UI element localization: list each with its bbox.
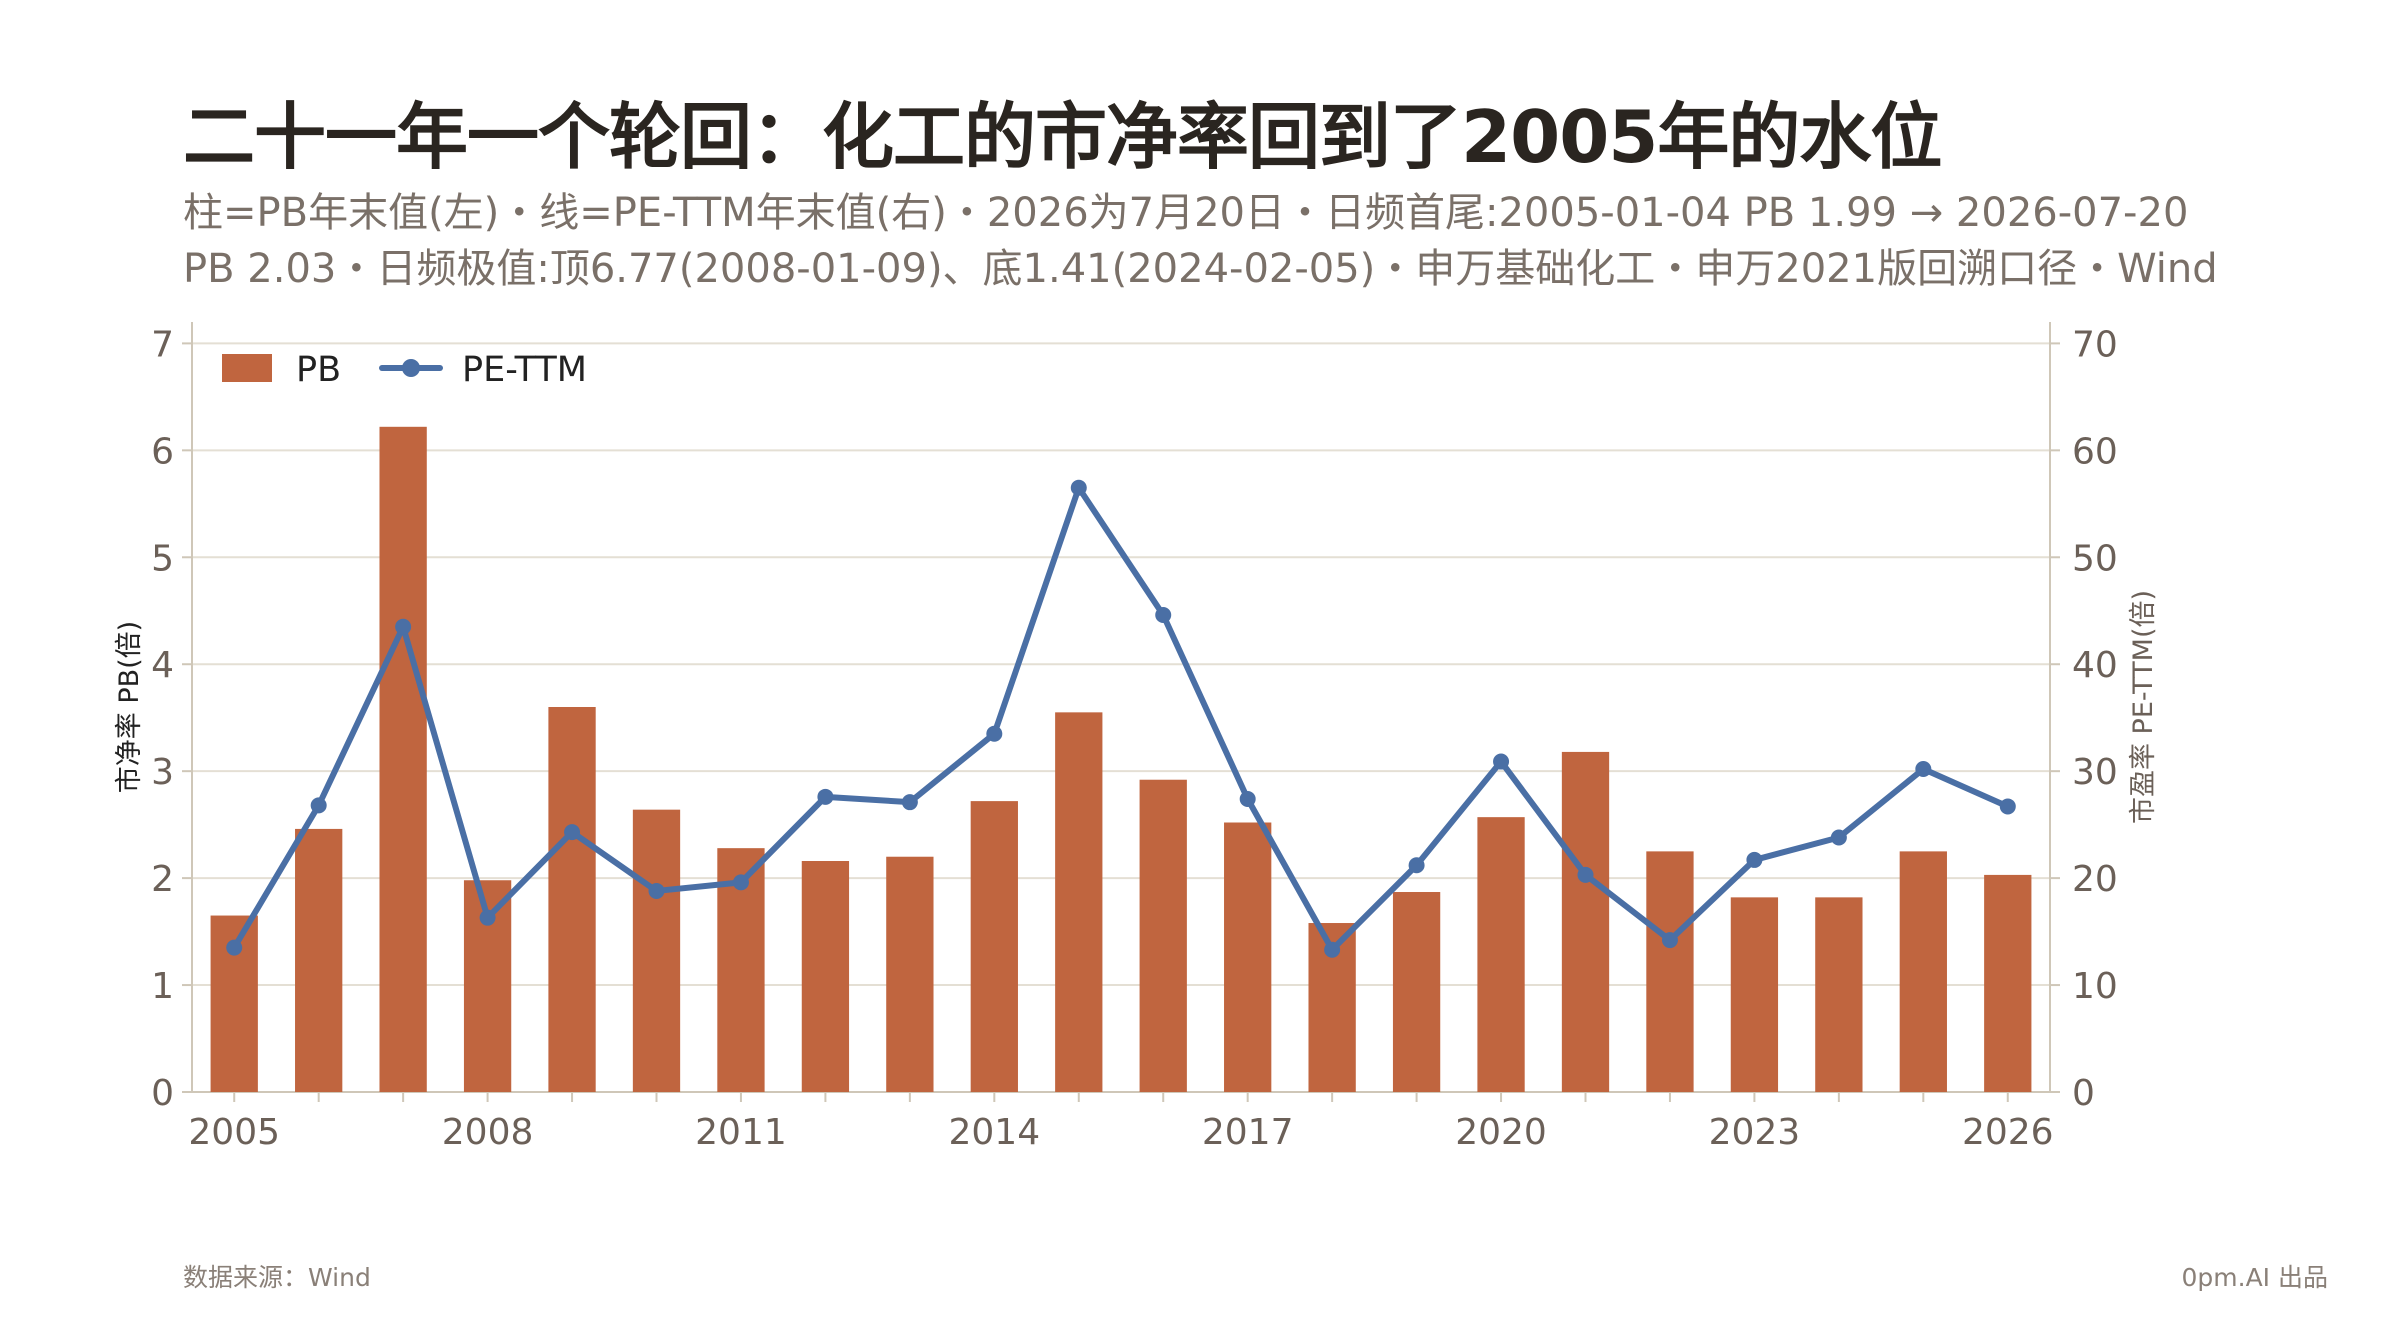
left-tick-label-4: 4 (151, 645, 174, 686)
right-tick-label-50: 50 (2072, 538, 2118, 579)
x-tick-label-2014: 2014 (949, 1112, 1041, 1153)
bar-pb-2020 (1477, 817, 1525, 1092)
bar-pb-2024 (1815, 897, 1863, 1092)
point-pe-ttm-2017 (1239, 790, 1256, 807)
point-pe-ttm-2021 (1577, 866, 1594, 883)
point-pe-ttm-2010 (648, 882, 665, 899)
x-tick-label-2026: 2026 (1962, 1112, 2054, 1153)
point-pe-ttm-2015 (1070, 479, 1087, 496)
point-pe-ttm-2012 (817, 788, 834, 805)
bar-pb-2025 (1899, 851, 1947, 1092)
bar-pb-2026 (1984, 874, 2032, 1092)
legend-label-pb: PB (296, 350, 341, 390)
point-pe-ttm-2023 (1746, 851, 1763, 868)
legend-label-pe-ttm: PE-TTM (462, 350, 587, 390)
bar-pb-2015 (1055, 712, 1103, 1092)
point-pe-ttm-2007 (395, 618, 412, 635)
bar-pb-2019 (1392, 892, 1441, 1092)
point-pe-ttm-2019 (1408, 857, 1425, 874)
bar-pb-2006 (295, 828, 343, 1092)
left-axis-title: 市净率 PB(倍) (114, 621, 145, 793)
right-tick-label-30: 30 (2072, 752, 2118, 793)
right-tick-label-10: 10 (2072, 966, 2118, 1007)
bar-pb-2009 (548, 707, 596, 1092)
point-pe-ttm-2009 (564, 824, 581, 841)
bar-pb-2021 (1561, 751, 1610, 1092)
bar-pb-2023 (1730, 897, 1779, 1092)
bar-pb-2012 (801, 861, 850, 1092)
bar-pb-2007 (379, 426, 427, 1092)
point-pe-ttm-2025 (1915, 761, 1932, 778)
bar-pb-2014 (970, 801, 1018, 1092)
bar-pb-2010 (632, 809, 681, 1092)
point-pe-ttm-2018 (1324, 941, 1341, 958)
line-pe-ttm (231, 484, 2011, 953)
legend-swatch-marker-pe-ttm (402, 359, 420, 377)
left-tick-label-3: 3 (151, 752, 174, 793)
left-tick-label-5: 5 (151, 538, 174, 579)
left-tick-label-1: 1 (151, 966, 174, 1007)
left-tick-label-6: 6 (151, 431, 174, 472)
left-tick-label-2: 2 (151, 859, 174, 900)
point-pe-ttm-2020 (1493, 753, 1510, 770)
left-tick-label-7: 7 (151, 324, 174, 365)
x-tick-label-2023: 2023 (1709, 1112, 1801, 1153)
right-tick-label-70: 70 (2072, 324, 2118, 365)
point-pe-ttm-2026 (1999, 798, 2016, 815)
point-pe-ttm-2005 (226, 939, 243, 956)
x-tick-label-2017: 2017 (1202, 1112, 1294, 1153)
bar-pb-2017 (1224, 822, 1272, 1092)
x-tick-label-2008: 2008 (442, 1112, 534, 1153)
brand-credit: 0pm.AI 出品 (2181, 1263, 2329, 1292)
right-tick-label-20: 20 (2072, 859, 2118, 900)
point-pe-ttm-2022 (1661, 932, 1678, 949)
point-pe-ttm-2006 (310, 797, 327, 814)
bar-pb-2016 (1139, 779, 1187, 1092)
point-pe-ttm-2011 (732, 874, 749, 891)
point-pe-ttm-2016 (1155, 607, 1172, 624)
right-tick-label-40: 40 (2072, 645, 2118, 686)
point-pe-ttm-2014 (986, 725, 1003, 742)
point-pe-ttm-2013 (901, 794, 918, 811)
right-axis-title: 市盈率 PE-TTM(倍) (2128, 590, 2159, 824)
point-pe-ttm-2024 (1830, 829, 1847, 846)
x-tick-label-2011: 2011 (695, 1112, 787, 1153)
chart-subtitle-line1: 柱=PB年末值(左)・线=PE-TTM年末值(右)・2026为7月20日・日频首… (183, 190, 2189, 236)
chart-title: 二十一年一个轮回：化工的市净率回到了2005年的水位 (183, 95, 1942, 179)
chart-subtitle-line2: PB 2.03・日频极值:顶6.77(2008-01-09)、底1.41(202… (183, 246, 2218, 292)
bar-pb-2013 (886, 856, 934, 1092)
bar-pb-2022 (1646, 851, 1694, 1092)
x-tick-label-2005: 2005 (188, 1112, 280, 1153)
right-tick-label-60: 60 (2072, 431, 2118, 472)
data-source-note: 数据来源：Wind (183, 1263, 371, 1292)
right-tick-label-0: 0 (2072, 1073, 2095, 1114)
left-tick-label-0: 0 (151, 1073, 174, 1114)
point-pe-ttm-2008 (479, 909, 496, 926)
legend-swatch-pb (222, 354, 272, 382)
x-tick-label-2020: 2020 (1455, 1112, 1547, 1153)
